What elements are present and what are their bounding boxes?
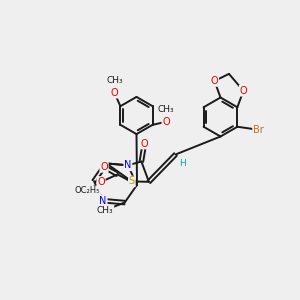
Text: OC₂H₅: OC₂H₅ — [75, 186, 100, 195]
Text: O: O — [97, 177, 105, 187]
Text: O: O — [100, 162, 108, 172]
Text: Br: Br — [253, 125, 264, 135]
Text: S: S — [129, 176, 135, 186]
Text: O: O — [211, 76, 218, 86]
Text: CH₃: CH₃ — [97, 206, 113, 214]
Text: N: N — [124, 160, 132, 170]
Text: CH₃: CH₃ — [158, 105, 174, 114]
Text: O: O — [240, 86, 247, 96]
Text: O: O — [141, 139, 148, 148]
Text: O: O — [162, 117, 170, 127]
Text: O: O — [111, 88, 118, 98]
Text: H: H — [180, 159, 186, 168]
Text: CH₃: CH₃ — [106, 76, 123, 85]
Text: N: N — [99, 196, 107, 206]
